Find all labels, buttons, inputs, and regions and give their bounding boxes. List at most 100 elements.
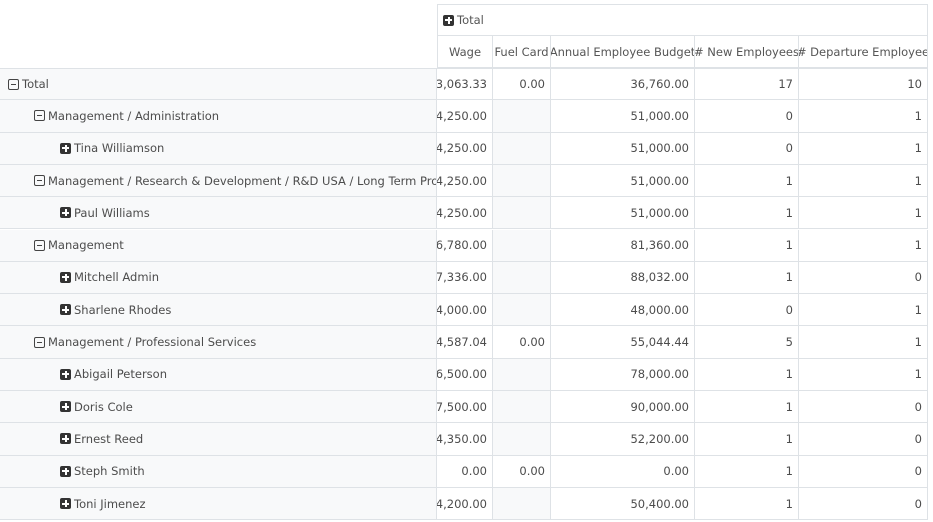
cell-value: 0.00: [519, 335, 545, 350]
cell: 1: [695, 423, 799, 456]
row-header[interactable]: Tina Williamson: [0, 132, 437, 165]
row-header[interactable]: Abigail Peterson: [0, 358, 437, 391]
plus-icon: [60, 207, 71, 219]
cell-value: 1: [914, 108, 922, 123]
cell: 0: [695, 100, 799, 133]
row-header[interactable]: Doris Cole: [0, 391, 437, 424]
cell-value: 4,200.00: [437, 496, 487, 511]
cell-value: 55,044.44: [630, 335, 689, 350]
row-header[interactable]: Steph Smith: [0, 455, 437, 488]
cell-value: 1: [914, 367, 922, 382]
cell-value: 1: [785, 238, 793, 253]
row-label: Tina Williamson: [74, 141, 165, 156]
cell-value: 1: [914, 141, 922, 156]
cell: 4,000.00: [437, 294, 493, 327]
cell-value: 1: [914, 302, 922, 317]
row-header[interactable]: Paul Williams: [0, 197, 437, 230]
row-label: Management / Research & Development / R&…: [48, 173, 437, 188]
cell-value: 51,000.00: [630, 173, 689, 188]
cell: [493, 261, 551, 295]
cell: 0.00: [437, 455, 493, 488]
row-label: Ernest Reed: [74, 431, 144, 446]
row-label: Mitchell Admin: [74, 270, 160, 285]
cell: 0.00: [493, 326, 551, 359]
column-label: # New Employees: [695, 44, 799, 59]
cell-value: 6,500.00: [437, 367, 487, 382]
cell: 1: [695, 487, 799, 521]
cell-value: 1: [914, 238, 922, 253]
cell: 51,000.00: [551, 100, 695, 133]
row-label: Doris Cole: [74, 399, 133, 414]
cell-value: 1: [914, 173, 922, 188]
column-header[interactable]: # New Employees: [695, 36, 799, 68]
cell-value: 51,000.00: [630, 205, 689, 220]
cell: 7,500.00: [437, 391, 493, 424]
column-label: # Departure Employee: [799, 44, 928, 59]
cell-value: 0: [785, 108, 793, 123]
plus-icon: [60, 142, 71, 154]
cell-value: 0.00: [461, 464, 487, 479]
cell: [493, 229, 551, 262]
column-header[interactable]: Wage: [437, 36, 493, 68]
cell: 4,250.00: [437, 100, 493, 133]
cell: 55,044.44: [551, 326, 695, 359]
cell-value: 4,250.00: [437, 108, 487, 123]
column-header[interactable]: # Departure Employee: [799, 36, 928, 68]
cell-value: 1: [785, 173, 793, 188]
cell-value: 36,760.00: [630, 77, 689, 92]
row-label: Toni Jimenez: [74, 496, 146, 511]
row-header[interactable]: Management: [0, 229, 437, 262]
row-header[interactable]: Ernest Reed: [0, 423, 437, 456]
cell: 1: [695, 197, 799, 230]
row-header[interactable]: Sharlene Rhodes: [0, 294, 437, 327]
cell: 1: [695, 455, 799, 488]
cell: 4,350.00: [437, 423, 493, 456]
cell-value: 7,500.00: [437, 399, 487, 414]
cell-value: 1: [785, 270, 793, 285]
row-header[interactable]: Toni Jimenez: [0, 487, 437, 521]
cell-value: 1: [785, 431, 793, 446]
cell: 4,250.00: [437, 164, 493, 198]
plus-icon: [60, 368, 71, 380]
cell: 6,500.00: [437, 358, 493, 391]
cell-value: 0.00: [519, 77, 545, 92]
column-group-label: Total: [457, 13, 484, 27]
column-label: Annual Employee Budget: [551, 44, 695, 59]
cell-value: 1: [785, 399, 793, 414]
minus-icon: [34, 239, 45, 251]
cell: 0.00: [493, 68, 551, 101]
plus-icon: [60, 271, 71, 283]
row-header[interactable]: Management / Administration: [0, 100, 437, 133]
cell-value: 17: [778, 77, 793, 92]
cell-value: 1: [785, 496, 793, 511]
cell-value: 4,587.04: [437, 335, 487, 350]
cell-value: 4,250.00: [437, 173, 487, 188]
cell: 1: [799, 326, 928, 359]
row-header[interactable]: Mitchell Admin: [0, 261, 437, 295]
cell-value: 0.00: [663, 464, 689, 479]
cell: 1: [799, 164, 928, 198]
cell-value: 4,350.00: [437, 431, 487, 446]
cell: 17: [695, 68, 799, 101]
row-label: Management / Professional Services: [48, 335, 257, 350]
cell-value: 5: [785, 335, 793, 350]
cell: 36,760.00: [551, 68, 695, 101]
column-header[interactable]: Fuel Card: [493, 36, 551, 68]
row-header[interactable]: Management / Research & Development / R&…: [0, 164, 437, 198]
row-header[interactable]: Total: [0, 68, 437, 101]
minus-icon: [34, 175, 45, 187]
row-header[interactable]: Management / Professional Services: [0, 326, 437, 359]
cell: 1: [799, 132, 928, 165]
cell-value: 78,000.00: [630, 367, 689, 382]
minus-icon: [34, 110, 45, 122]
cell: 4,200.00: [437, 487, 493, 521]
cell: 1: [799, 294, 928, 327]
cell: [493, 487, 551, 521]
column-header[interactable]: Annual Employee Budget: [551, 36, 695, 68]
plus-icon: [60, 433, 71, 445]
cell: 48,000.00: [551, 294, 695, 327]
column-group-header[interactable]: Total: [437, 4, 928, 36]
column-label: Fuel Card: [494, 44, 549, 59]
cell: 0: [695, 294, 799, 327]
cell: 0.00: [551, 455, 695, 488]
